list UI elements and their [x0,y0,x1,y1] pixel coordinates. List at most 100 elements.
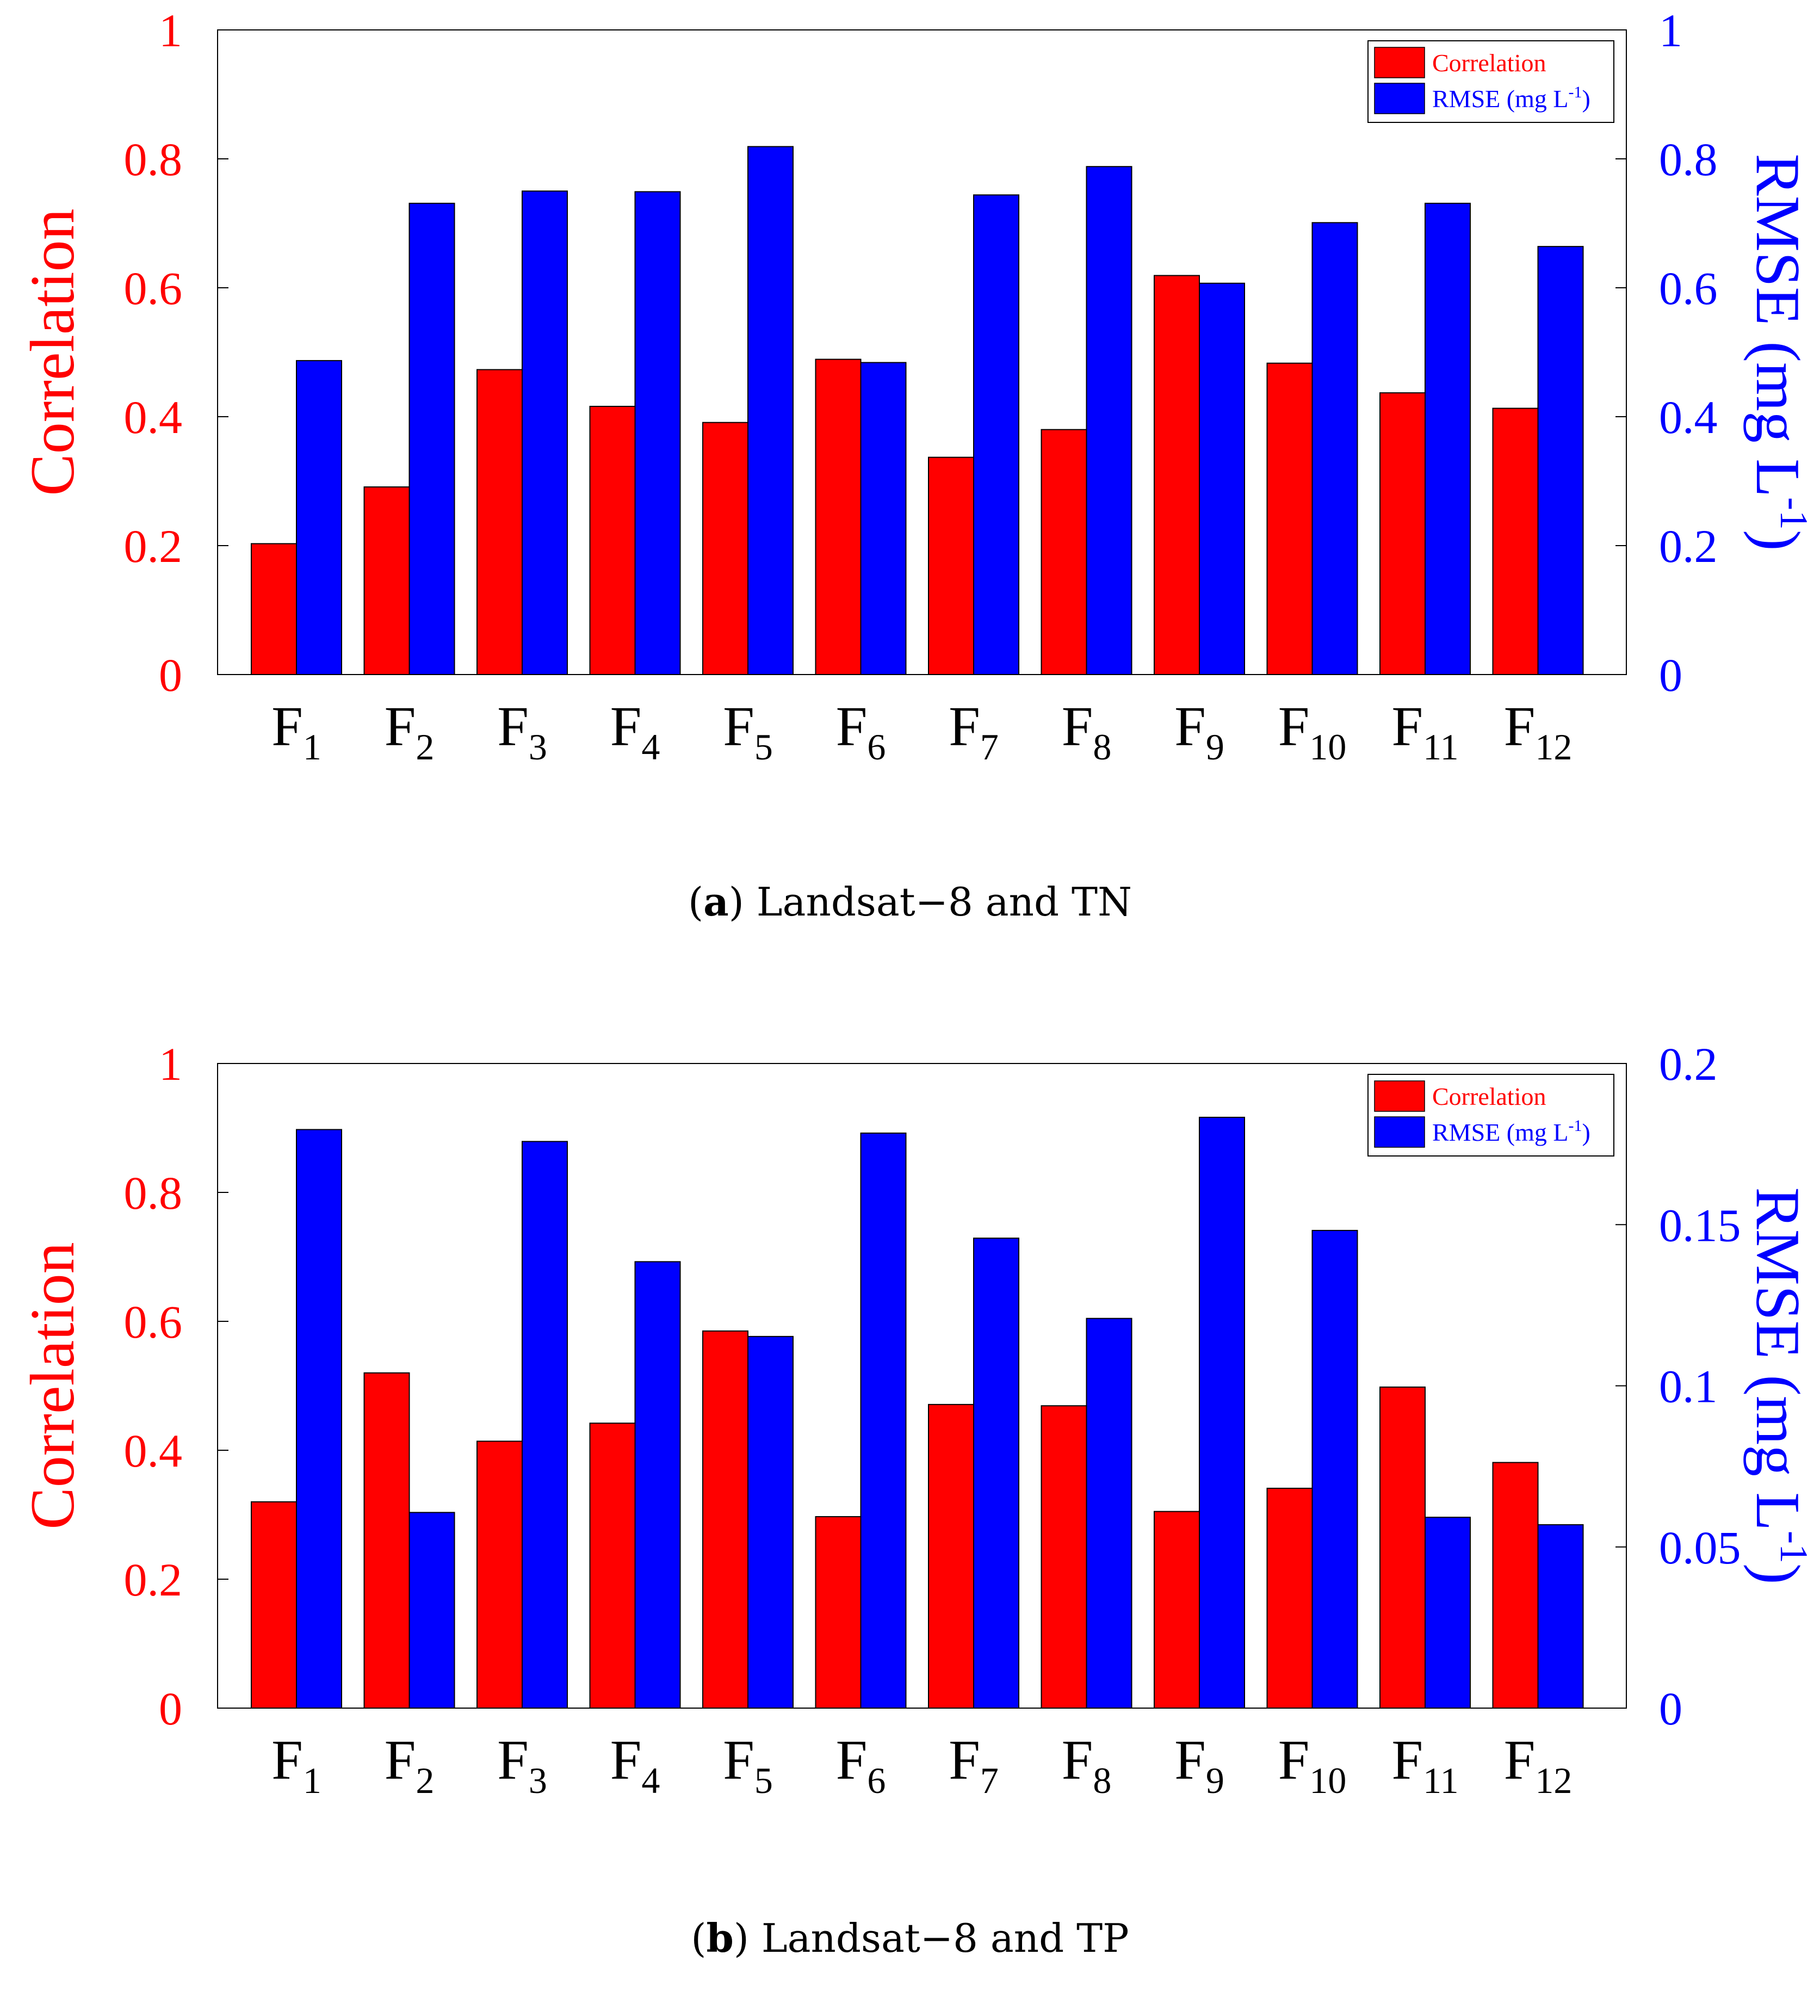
c1-x-tick-label-4: F4 [610,1729,660,1801]
c0-x-tick-base-6: F [836,695,868,758]
c0-bar-correlation-6 [815,358,862,675]
c0-y-right-axis-label-sup: -1 [1772,497,1816,530]
c0-y-left-tick-label-5: 1 [159,4,182,57]
c1-bar-rmse-1 [296,1129,342,1709]
c1-x-tick-label-1: F1 [271,1729,321,1801]
c1-x-tick-label-11: F11 [1391,1729,1458,1801]
c0-legend-label-main-2: RMSE (mg L [1432,85,1568,113]
chart-b: F1 F2 F3 F4 F5 F6 F7 F8 F9 F10 F11 F1200.20.40.60.8… [18,1038,1816,1801]
c0-y-right-axis-label-main: RMSE (mg L [1743,153,1812,497]
caption-b-label: b [706,1915,734,1961]
c0-bar-correlation-2 [363,486,410,675]
c1-bar-correlation-2 [363,1372,410,1709]
c1-y-left-tick-label-5: 1 [159,1038,182,1090]
c0-x-tick-sub-7: 7 [980,726,999,768]
c1-y-right-tick-label-1: 0.05 [1659,1522,1741,1574]
c1-x-tick-base-2: F [385,1729,416,1791]
c1-x-tick-base-6: F [836,1729,868,1791]
c0-x-tick-label-11: F11 [1391,695,1458,768]
c0-legend-label-main-1: Correlation [1432,49,1546,77]
c1-bar-rmse-8 [1086,1318,1132,1709]
c1-x-tick-sub-5: 5 [754,1760,773,1801]
c1-legend-label-tail-2: ) [1582,1118,1590,1146]
c0-x-tick-label-1: F1 [271,695,321,768]
c0-y-right-axis-label-tail: ) [1743,530,1812,551]
c1-legend-label-main-2: RMSE (mg L [1432,1118,1568,1146]
c0-x-tick-base-12: F [1504,695,1536,758]
c1-y-left-tick-label-2: 0.4 [124,1425,183,1477]
c0-bar-rmse-1 [296,360,342,675]
c1-bar-rmse-2 [408,1512,455,1709]
c0-y-left-axis-label: Correlation [18,208,88,496]
c0-x-tick-label-9: F9 [1174,695,1224,768]
c0-x-tick-label-8: F8 [1062,695,1112,768]
c0-bar-rmse-4 [634,191,681,675]
c0-legend-label-tail-2: ) [1582,85,1590,113]
c1-x-tick-label-6: F6 [836,1729,886,1801]
c0-legend-label-sup-2: -1 [1568,83,1582,101]
c0-y-left-tick-label-0: 0 [159,649,182,701]
c0-bar-rmse-12 [1537,246,1584,676]
c1-bar-rmse-3 [522,1141,568,1709]
c1-x-tick-label-10: F10 [1278,1729,1347,1801]
c1-y-right-axis-label-main: RMSE (mg L [1743,1187,1812,1531]
c0-x-tick-base-11: F [1391,695,1423,758]
c1-bar-rmse-7 [973,1238,1019,1709]
c0-y-right-tick-label-3: 0.6 [1659,262,1718,314]
c0-x-tick-base-7: F [949,695,980,758]
c1-x-tick-base-5: F [723,1729,754,1791]
c1-y-left-tick-label-4: 0.8 [124,1167,183,1219]
c0-y-left-tick-label-1: 0.2 [124,520,183,572]
c0-bar-correlation-5 [702,422,748,675]
c1-bar-correlation-6 [815,1516,862,1709]
c1-y-right-tick-label-4: 0.2 [1659,1038,1718,1090]
c0-x-tick-label-4: F4 [610,695,660,768]
c0-x-tick-label-2: F2 [385,695,435,768]
c0-bar-correlation-9 [1154,275,1200,675]
c1-bar-correlation-3 [476,1440,523,1709]
c1-bar-correlation-12 [1492,1462,1539,1709]
c0-x-tick-sub-2: 2 [416,726,434,768]
c1-bar-rmse-10 [1311,1229,1358,1709]
c0-legend-swatch-1 [1374,47,1425,78]
c1-x-tick-base-8: F [1062,1729,1093,1791]
c1-x-tick-sub-12: 12 [1535,1760,1572,1801]
c0-x-tick-sub-4: 4 [641,726,660,768]
c1-x-tick-sub-7: 7 [980,1760,999,1801]
c1-y-left-axis-label: Correlation [18,1242,88,1529]
c1-x-tick-sub-9: 9 [1206,1760,1224,1801]
c1-x-tick-base-9: F [1174,1729,1206,1791]
c1-bar-rmse-6 [860,1132,907,1709]
chart-panel-a: F1 F2 F3 F4 F5 F6 F7 F8 F9 F10 F11 F12 0 0.2 0.4 0.6 0.8… [0,0,1820,979]
c0-bar-rmse-7 [973,194,1019,675]
c0-x-tick-base-4: F [610,695,642,758]
c0-bar-correlation-10 [1266,362,1313,675]
c0-y-right-tick-label-4: 0.8 [1659,133,1718,185]
c0-x-tick-base-8: F [1062,695,1093,758]
c0-bar-correlation-12 [1492,407,1539,675]
c1-legend-label-main-1: Correlation [1432,1083,1546,1110]
c1-y-right-axis-label-sup: -1 [1772,1531,1816,1563]
c0-x-tick-sub-5: 5 [754,726,773,768]
c0-x-tick-label-5: F5 [723,695,773,768]
c1-x-tick-label-8: F8 [1062,1729,1112,1801]
c1-bar-correlation-5 [702,1330,748,1709]
c0-bar-correlation-3 [476,369,523,675]
c1-x-tick-base-3: F [497,1729,529,1791]
c0-x-tick-sub-3: 3 [529,726,547,768]
c0-y-right-tick-label-5: 1 [1659,4,1682,57]
c0-bar-correlation-4 [589,406,636,675]
c0-x-tick-base-1: F [271,695,303,758]
caption-a-label: a [703,879,729,925]
c0-bar-rmse-9 [1199,282,1245,675]
c1-legend-label-2: RMSE (mg L-1) [1432,1117,1590,1146]
caption-b: (b) Landsat−8 and TP [691,1915,1129,1961]
c1-bar-rmse-4 [634,1261,681,1709]
c0-x-tick-sub-10: 10 [1309,726,1346,768]
c0-bar-correlation-11 [1379,392,1426,675]
c1-x-tick-base-1: F [271,1729,303,1791]
c0-x-tick-base-9: F [1174,695,1206,758]
c1-x-tick-label-9: F9 [1174,1729,1224,1801]
c1-x-tick-sub-11: 11 [1423,1760,1458,1801]
c0-bar-rmse-2 [408,202,455,675]
